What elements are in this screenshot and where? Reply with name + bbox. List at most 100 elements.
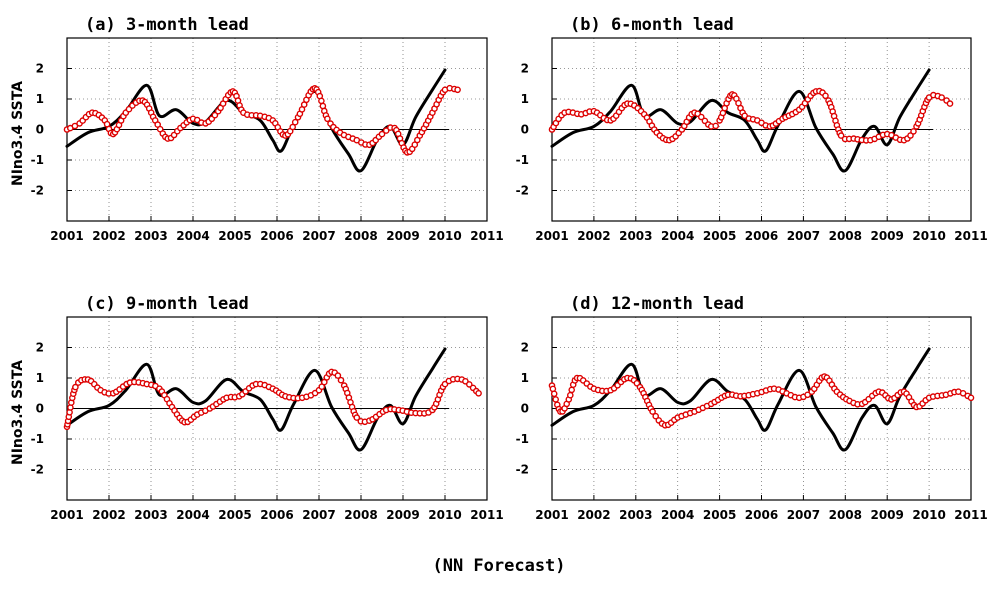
x-tick-label: 2011 [954,229,987,243]
x-tick-label: 2009 [386,508,419,522]
x-tick-label: 2009 [870,229,903,243]
x-tick-label: 2007 [302,508,335,522]
y-tick-label: -1 [31,153,44,167]
x-tick-label: 2001 [50,508,83,522]
forecast-point [967,394,975,402]
y-tick-label: 0 [521,402,529,416]
forecast-point [946,100,954,107]
y-tick-label: -1 [31,432,44,446]
x-tick-label: 2007 [787,508,820,522]
y-tick-label: 2 [36,62,44,76]
y-tick-label: 1 [36,371,44,385]
panel-title: (a) 3-month lead [85,15,249,35]
observed-line [550,347,931,452]
forecast-point [837,132,845,139]
x-tick-label: 2011 [470,229,503,243]
y-tick-label: -2 [31,184,44,198]
forecast-point [324,115,331,123]
x-tick-label: 2004 [661,508,694,522]
x-tick-label: 2011 [954,508,987,522]
y-tick-label: 2 [521,62,529,76]
x-tick-label: 2008 [829,508,862,522]
observed-line [65,347,447,452]
y-tick-label: 0 [36,402,44,416]
x-tick-label: 2007 [787,229,820,243]
y-tick-label: 1 [36,92,44,106]
x-tick-label: 2005 [703,508,736,522]
forecast-point [649,408,656,415]
y-tick-label: 0 [36,123,44,137]
panel-title: (d) 12-month lead [570,294,744,314]
forecast-point [552,396,560,403]
figure-caption: (NN Forecast) [432,556,566,576]
x-tick-label: 2010 [912,508,945,522]
x-tick-label: 2004 [176,229,209,243]
observed-line [550,68,931,173]
forecast-point [568,386,576,394]
x-tick-label: 2007 [302,229,335,243]
forecast-point [938,94,946,101]
panel-title: (c) 9-month lead [85,294,249,314]
x-tick-label: 2002 [92,229,125,243]
x-tick-label: 2005 [218,229,251,243]
x-tick-label: 2010 [428,229,461,243]
x-tick-label: 2006 [260,229,293,243]
y-tick-label: -2 [31,463,44,477]
forecast-point [291,118,299,126]
x-tick-label: 2008 [829,229,862,243]
forecast-point [465,381,473,388]
forecast-series [548,373,975,429]
forecast-point [475,389,482,397]
forecast-point [698,113,705,121]
x-tick-label: 2005 [703,229,736,243]
x-tick-label: 2010 [428,508,461,522]
forecast-point [804,391,811,399]
x-tick-label: 2006 [260,508,293,522]
y-tick-label: 1 [521,92,529,106]
forecast-point [334,372,342,379]
forecast-point [378,130,386,138]
x-tick-label: 2004 [176,508,209,522]
forecast-point [72,383,79,391]
x-tick-label: 2006 [745,508,778,522]
panel-d: 2001 2002 2003 2004 2005 2006 2007 2008 2009 2010… [516,294,988,522]
x-tick-label: 2005 [218,508,251,522]
x-tick-label: 2001 [535,508,568,522]
forecast-point [71,122,79,130]
x-tick-label: 2008 [344,229,377,243]
x-tick-label: 2009 [386,229,419,243]
forecast-point [382,127,390,134]
y-tick-label: -1 [516,153,529,167]
x-tick-label: 2002 [577,508,610,522]
forecast-point [454,86,461,94]
panel-c: 2001 2002 2003 2004 2005 2006 2007 2008 2009 2010… [10,294,504,522]
forecast-point [211,111,219,119]
x-tick-label: 2010 [912,229,945,243]
x-tick-label: 2003 [134,229,167,243]
forecast-point [822,92,829,100]
forecast-point [712,122,720,130]
forecast-point [910,128,917,135]
x-tick-label: 2001 [535,229,568,243]
y-tick-label: -2 [516,463,529,477]
x-tick-label: 2003 [619,508,652,522]
x-tick-label: 2002 [577,229,610,243]
y-tick-label: -2 [516,184,529,198]
y-tick-label: 2 [521,341,529,355]
forecast-point [652,412,660,420]
forecast-point [337,376,345,384]
y-tick-label: 0 [521,123,529,137]
panel-title: (b) 6-month lead [570,15,734,35]
x-tick-label: 2003 [619,229,652,243]
x-tick-label: 2002 [92,508,125,522]
y-axis-label: NIno3.4 SSTA [10,360,26,465]
forecast-point [353,414,361,421]
y-axis-label: NIno3.4 SSTA [10,81,26,186]
forecast-point [567,391,574,399]
panel-a: 2001 2002 2003 2004 2005 2006 2007 2008 2009 2010… [10,15,504,243]
x-tick-label: 2006 [745,229,778,243]
forecast-point [550,390,558,398]
y-tick-label: 2 [36,341,44,355]
x-tick-label: 2009 [870,508,903,522]
